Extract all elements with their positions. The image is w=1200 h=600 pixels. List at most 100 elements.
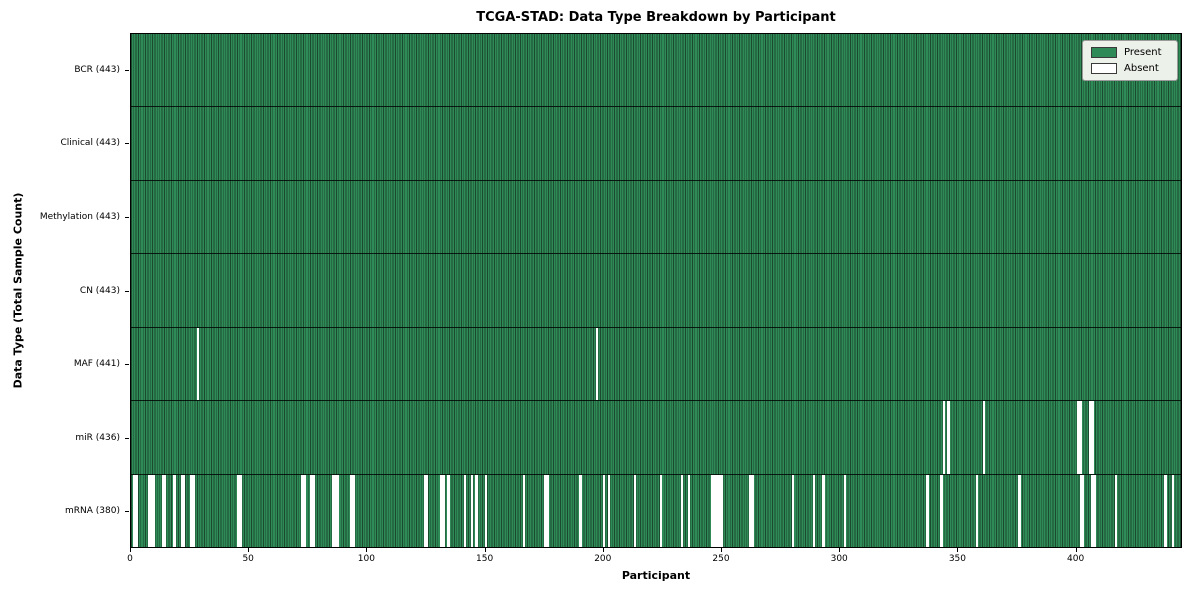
absent-stripe bbox=[1081, 474, 1085, 547]
heatmap-row-mrna bbox=[131, 474, 1181, 547]
absent-stripe bbox=[791, 474, 795, 547]
absent-stripe bbox=[182, 474, 186, 547]
x-tick-label-350: 350 bbox=[948, 554, 966, 564]
absent-stripe bbox=[822, 474, 825, 547]
absent-stripe bbox=[522, 474, 526, 547]
absent-stripe bbox=[133, 474, 136, 547]
absent-stripe bbox=[926, 474, 929, 547]
absent-stripe bbox=[1077, 401, 1080, 474]
x-tick-label-150: 150 bbox=[476, 554, 494, 564]
y-tick-label-bcr: BCR (443) bbox=[74, 64, 120, 75]
absent-stripe bbox=[659, 474, 662, 547]
plot-area bbox=[130, 33, 1182, 548]
x-axis: 0 50 100 150 200 250 300 350 400 bbox=[127, 548, 1182, 578]
absent-stripe bbox=[484, 474, 488, 547]
absent-stripe bbox=[749, 474, 752, 547]
absent-stripe bbox=[718, 474, 721, 547]
heatmap-row-bcr bbox=[131, 34, 1181, 108]
absent-stripe bbox=[579, 474, 582, 547]
x-tick-label-0: 0 bbox=[127, 554, 133, 564]
absent-stripe bbox=[333, 474, 337, 547]
absent-stripe bbox=[633, 474, 636, 547]
x-tick-label-400: 400 bbox=[1067, 554, 1085, 564]
absent-stripe bbox=[751, 474, 754, 547]
legend-swatch-absent bbox=[1091, 63, 1117, 74]
x-tick-mark bbox=[1075, 548, 1077, 552]
y-axis: BCR (443) Clinical (443) Methylation (443)… bbox=[0, 33, 130, 548]
x-tick-mark bbox=[130, 548, 131, 552]
absent-stripe bbox=[239, 474, 242, 547]
absent-stripe bbox=[135, 474, 139, 547]
absent-stripe bbox=[331, 474, 334, 547]
chart-title: TCGA-STAD: Data Type Breakdown by Partic… bbox=[476, 10, 836, 25]
absent-stripe bbox=[463, 474, 467, 547]
absent-stripe bbox=[189, 474, 193, 547]
heatmap-row-maf bbox=[131, 327, 1181, 402]
absent-stripe bbox=[1018, 474, 1021, 547]
x-tick-mark bbox=[957, 548, 959, 552]
x-tick-label-300: 300 bbox=[830, 554, 848, 564]
y-tick-label-mir: miR (436) bbox=[75, 432, 120, 443]
x-tick-mark bbox=[248, 548, 250, 552]
absent-stripe bbox=[350, 474, 353, 547]
absent-stripe bbox=[1171, 474, 1174, 547]
x-tick-mark bbox=[366, 548, 368, 552]
heatmap-row-clinical bbox=[131, 107, 1181, 181]
absent-stripe bbox=[152, 474, 155, 547]
y-tick-mark bbox=[125, 290, 129, 292]
absent-stripe bbox=[602, 474, 606, 547]
x-tick-label-50: 50 bbox=[242, 554, 254, 564]
absent-stripe bbox=[940, 474, 943, 547]
absent-stripe bbox=[713, 474, 717, 547]
absent-stripe bbox=[711, 474, 714, 547]
absent-stripe bbox=[303, 474, 306, 547]
y-tick-mark bbox=[125, 511, 129, 513]
absent-stripe bbox=[164, 474, 167, 547]
absent-stripe bbox=[975, 474, 979, 547]
absent-stripe bbox=[237, 474, 240, 547]
y-tick-label-mrna: mRNA (380) bbox=[65, 506, 120, 517]
absent-stripe bbox=[1088, 401, 1092, 474]
legend-label: Present bbox=[1124, 47, 1162, 58]
y-tick-mark bbox=[125, 143, 129, 145]
absent-stripe bbox=[1114, 474, 1118, 547]
y-tick-label-clinical: Clinical (443) bbox=[60, 138, 120, 149]
y-tick-label-maf: MAF (441) bbox=[73, 359, 120, 370]
absent-stripe bbox=[442, 474, 445, 547]
absent-stripe bbox=[336, 474, 339, 547]
absent-stripe bbox=[475, 474, 478, 547]
x-tick-label-250: 250 bbox=[712, 554, 730, 564]
absent-stripe bbox=[173, 474, 176, 547]
legend: Present Absent bbox=[1082, 40, 1178, 81]
absent-stripe bbox=[812, 474, 816, 547]
absent-stripe bbox=[680, 474, 684, 547]
absent-stripe bbox=[192, 474, 195, 547]
x-tick-label-100: 100 bbox=[357, 554, 375, 564]
legend-entry-present: Present bbox=[1091, 47, 1169, 58]
legend-swatch-present bbox=[1091, 47, 1117, 58]
absent-stripe bbox=[470, 474, 474, 547]
absent-stripe bbox=[843, 474, 846, 547]
absent-stripe bbox=[595, 327, 599, 401]
y-tick-mark bbox=[125, 69, 129, 71]
absent-stripe bbox=[310, 474, 313, 547]
y-tick-label-cn: CN (443) bbox=[79, 285, 120, 296]
absent-stripe bbox=[300, 474, 304, 547]
x-tick-mark bbox=[839, 548, 841, 552]
y-tick-mark bbox=[125, 216, 129, 218]
heatmap-row-cn bbox=[131, 254, 1181, 328]
absent-stripe bbox=[716, 474, 719, 547]
absent-stripe bbox=[947, 401, 950, 474]
absent-stripe bbox=[1164, 474, 1167, 547]
heatmap-row-mir bbox=[131, 401, 1181, 475]
absent-stripe bbox=[720, 474, 724, 547]
y-tick-mark bbox=[125, 437, 129, 439]
x-tick-label-200: 200 bbox=[594, 554, 612, 564]
absent-stripe bbox=[425, 474, 429, 547]
absent-stripe bbox=[352, 474, 356, 547]
absent-stripe bbox=[149, 474, 153, 547]
absent-stripe bbox=[197, 327, 200, 401]
absent-stripe bbox=[982, 401, 986, 474]
y-tick-label-methylation: Methylation (443) bbox=[39, 211, 120, 222]
x-axis-label: Participant bbox=[621, 569, 691, 582]
